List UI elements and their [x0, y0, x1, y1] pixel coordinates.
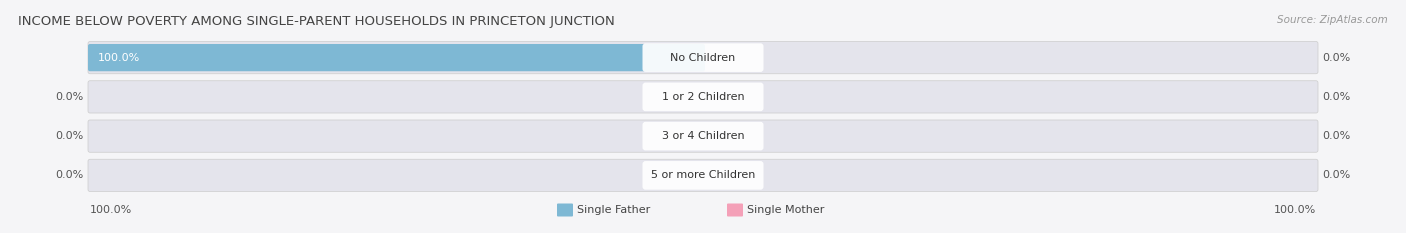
Text: INCOME BELOW POVERTY AMONG SINGLE-PARENT HOUSEHOLDS IN PRINCETON JUNCTION: INCOME BELOW POVERTY AMONG SINGLE-PARENT… [18, 15, 614, 28]
Text: 0.0%: 0.0% [56, 92, 84, 102]
Text: 0.0%: 0.0% [1322, 53, 1350, 63]
Text: 100.0%: 100.0% [1274, 205, 1316, 215]
Text: 1 or 2 Children: 1 or 2 Children [662, 92, 744, 102]
FancyBboxPatch shape [643, 161, 763, 190]
Text: 0.0%: 0.0% [56, 170, 84, 180]
FancyBboxPatch shape [557, 203, 574, 216]
Text: 0.0%: 0.0% [56, 131, 84, 141]
FancyBboxPatch shape [89, 120, 1317, 152]
FancyBboxPatch shape [89, 44, 704, 71]
Text: 0.0%: 0.0% [1322, 170, 1350, 180]
FancyBboxPatch shape [643, 82, 763, 111]
Text: Source: ZipAtlas.com: Source: ZipAtlas.com [1277, 15, 1388, 25]
Text: Single Father: Single Father [576, 205, 650, 215]
Text: 5 or more Children: 5 or more Children [651, 170, 755, 180]
Text: 0.0%: 0.0% [1322, 131, 1350, 141]
Text: 3 or 4 Children: 3 or 4 Children [662, 131, 744, 141]
FancyBboxPatch shape [643, 43, 763, 72]
Text: No Children: No Children [671, 53, 735, 63]
FancyBboxPatch shape [727, 203, 742, 216]
FancyBboxPatch shape [89, 41, 1317, 74]
Text: 100.0%: 100.0% [90, 205, 132, 215]
Text: 0.0%: 0.0% [1322, 92, 1350, 102]
FancyBboxPatch shape [643, 122, 763, 151]
FancyBboxPatch shape [89, 81, 1317, 113]
FancyBboxPatch shape [89, 159, 1317, 192]
Text: 100.0%: 100.0% [98, 53, 141, 63]
Text: Single Mother: Single Mother [747, 205, 824, 215]
